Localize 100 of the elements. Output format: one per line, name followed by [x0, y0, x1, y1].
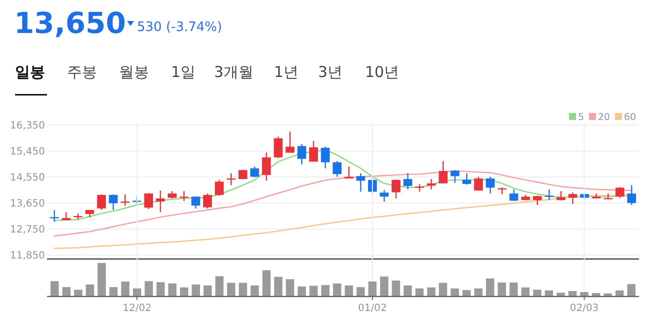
y-tick-label: 12,750	[10, 224, 45, 236]
bar	[604, 293, 612, 296]
candlestick	[108, 194, 118, 211]
x-tick-label: 02/03	[570, 303, 599, 314]
bar	[262, 270, 271, 296]
bar	[368, 281, 377, 296]
y-tick-label: 13,650	[10, 198, 45, 210]
bar	[144, 281, 153, 296]
bar	[380, 276, 388, 296]
bar	[192, 284, 200, 296]
text: 1년	[274, 63, 299, 81]
text: 1일	[171, 63, 196, 81]
bar	[510, 282, 518, 296]
bar	[274, 276, 282, 296]
candlestick	[120, 194, 130, 206]
y-tick-label: 14,550	[10, 172, 45, 184]
text: 주봉	[67, 63, 97, 81]
bar	[556, 292, 565, 296]
candlestick	[556, 190, 566, 201]
x-tick-label: 01/02	[358, 303, 387, 314]
bar	[462, 290, 471, 296]
bar	[180, 287, 188, 296]
candlestick	[180, 190, 188, 202]
candlestick	[191, 196, 200, 210]
bar	[121, 281, 130, 296]
bar	[132, 288, 142, 296]
bar	[580, 292, 588, 296]
bar	[215, 276, 224, 296]
candlestick	[286, 131, 294, 154]
candlestick	[509, 188, 518, 202]
candlestick	[438, 160, 448, 184]
line-series	[54, 170, 632, 237]
y-tick-label: 15,450	[10, 146, 45, 158]
bar	[392, 280, 400, 296]
candlestick	[462, 172, 472, 186]
candlestick	[309, 140, 318, 162]
bar	[544, 290, 554, 296]
text: 3개월	[214, 63, 254, 81]
candlestick	[615, 186, 624, 198]
text: 월봉	[119, 63, 149, 81]
bar	[592, 293, 600, 296]
bar	[98, 263, 106, 296]
bar	[474, 288, 482, 296]
y-tick-label: 11,850	[10, 250, 45, 262]
bar	[438, 282, 448, 296]
bar	[238, 282, 248, 296]
bar	[450, 288, 459, 296]
bar	[109, 287, 118, 296]
bar	[227, 282, 236, 296]
bar	[50, 281, 59, 296]
candlestick	[356, 172, 366, 192]
bar	[627, 284, 636, 296]
bar	[204, 285, 212, 296]
candlestick	[344, 166, 354, 180]
candlestick	[214, 179, 224, 196]
candlestick	[627, 184, 636, 206]
bar	[498, 282, 506, 296]
candlestick	[297, 143, 306, 165]
bar	[486, 278, 494, 296]
candlestick	[486, 176, 495, 194]
bar	[344, 285, 354, 296]
candlestick	[332, 160, 342, 178]
bar	[86, 284, 94, 296]
bar	[415, 288, 424, 296]
candlestick	[474, 176, 483, 192]
text: 3년	[318, 63, 343, 81]
bar	[74, 290, 82, 296]
bar	[156, 282, 165, 296]
bar	[427, 287, 436, 296]
candlestick	[50, 210, 59, 222]
bar	[321, 285, 330, 296]
candlestick	[450, 169, 460, 184]
bar	[168, 283, 176, 296]
candlestick	[320, 146, 330, 169]
text: 일봉	[15, 63, 45, 81]
legend-label: 5	[578, 112, 584, 123]
candlestick	[568, 192, 578, 204]
text: 10년	[365, 63, 400, 81]
candlestick	[97, 194, 106, 211]
bar	[298, 286, 306, 296]
bar	[250, 285, 259, 296]
legend-label: 60	[624, 112, 636, 123]
y-tick-label: 16,350	[10, 120, 45, 132]
bar	[356, 287, 365, 296]
candlestick	[156, 190, 165, 213]
bar	[309, 286, 318, 296]
bar	[332, 283, 342, 296]
x-tick-label: 12/02	[122, 303, 152, 314]
candlestick	[250, 166, 260, 178]
bar	[521, 287, 530, 296]
candlestick	[144, 192, 154, 210]
candlestick	[380, 189, 389, 202]
bar	[62, 287, 71, 296]
bar	[615, 290, 624, 296]
candlestick	[203, 192, 212, 210]
bar	[286, 279, 294, 296]
text: 530 (-3.74%)	[137, 20, 222, 35]
candlestick	[262, 152, 271, 182]
candlestick	[392, 179, 400, 199]
legend-label: 20	[598, 112, 610, 123]
